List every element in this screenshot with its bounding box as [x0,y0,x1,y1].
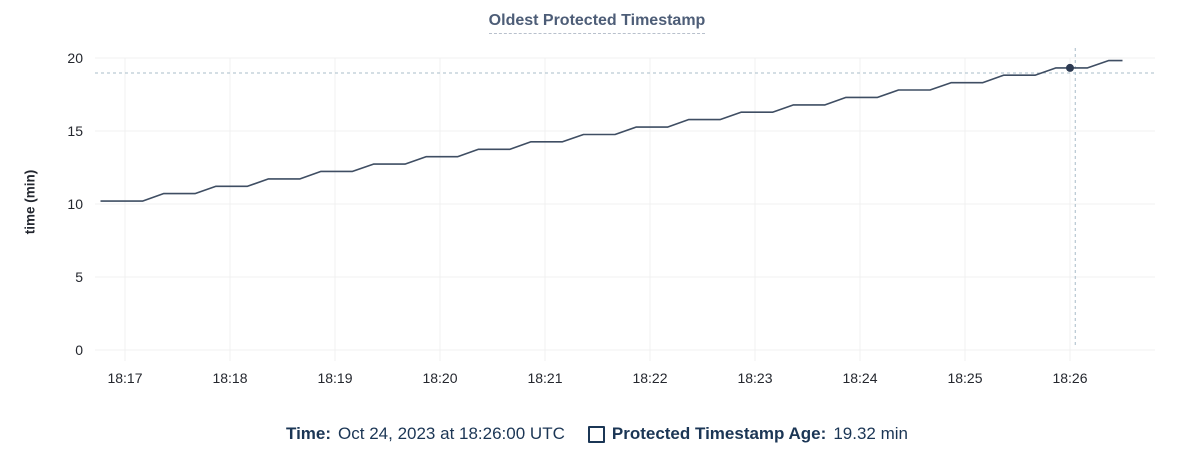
y-tick-label: 15 [67,123,83,139]
x-tick-label: 18:20 [422,370,457,386]
x-tick-label: 18:18 [212,370,247,386]
time-label: Time: [286,424,332,443]
y-tick-label: 20 [67,50,83,66]
y-tick-label: 0 [75,342,83,358]
time-value: Oct 24, 2023 at 18:26:00 UTC [338,424,565,443]
x-tick-label: 18:26 [1052,370,1087,386]
x-tick-label: 18:19 [317,370,352,386]
y-tick-label: 10 [67,196,83,212]
x-tick-label: 18:23 [737,370,772,386]
hover-point-marker [1066,63,1074,72]
chart-header: Oldest Protected Timestamp [0,12,1194,34]
series-value: 19.32 min [833,424,908,443]
x-tick-label: 18:22 [632,370,667,386]
chart-title[interactable]: Oldest Protected Timestamp [488,12,706,34]
hover-legend: Time: Oct 24, 2023 at 18:26:00 UTC Prote… [0,424,1194,444]
x-tick-label: 18:17 [107,370,142,386]
series-checkbox[interactable] [587,425,605,443]
series-line [100,59,1123,202]
series-label: Protected Timestamp Age: [611,424,827,443]
line-chart[interactable]: 0 5 10 15 20 18:17 18:18 18:19 18:20 18:21 18:22 18… [0,0,1194,400]
x-tick-label: 18:24 [842,370,877,386]
x-tick-label: 18:25 [947,370,982,386]
x-tick-label: 18:21 [527,370,562,386]
y-tick-label: 5 [75,269,83,285]
